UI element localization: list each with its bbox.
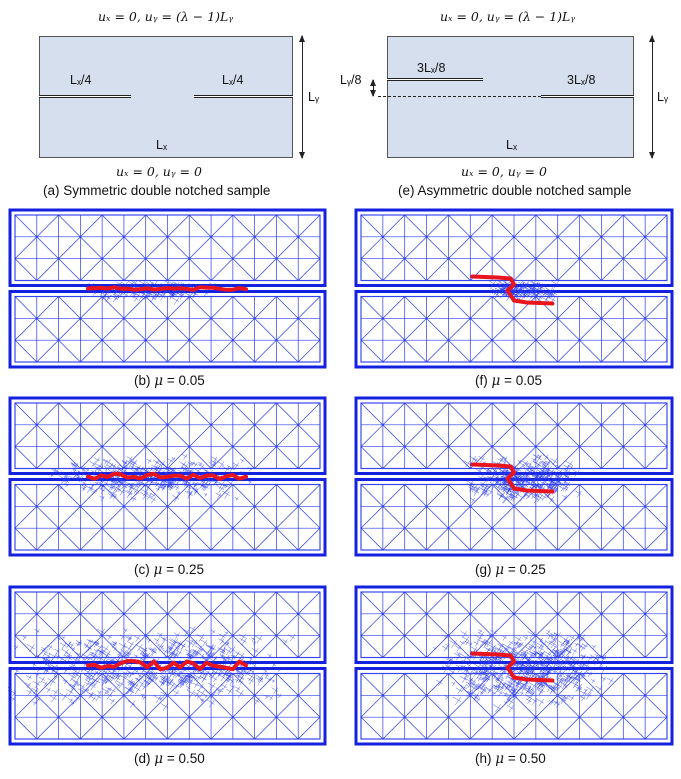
right-notch-label: Lₓ/4 [222, 73, 244, 87]
mu-value: = 0.25 [507, 562, 546, 577]
right-notch [194, 95, 293, 98]
mu-symbol: μ [495, 562, 505, 578]
mu-value: = 0.05 [166, 373, 205, 388]
bottom-boundary-condition: uₓ = 0, uᵧ = 0 [461, 164, 547, 179]
mesh-panel-f [354, 208, 674, 369]
caption-g: (g) μ = 0.25 [475, 562, 546, 578]
caption-a: (a) Symmetric double notched sample [43, 183, 271, 198]
caption-prefix: (h) [475, 751, 492, 766]
right-notch-label: 3Lₓ/8 [567, 73, 596, 87]
height-dimension-arrow [299, 35, 305, 159]
lower-mesh-block [8, 667, 327, 746]
mu-value: = 0.50 [507, 751, 546, 766]
crack-path [86, 659, 248, 672]
width-label: Lₓ [156, 138, 168, 152]
upper-mesh-block [8, 585, 327, 664]
upper-mesh-block [354, 396, 674, 475]
mesh-panel-d [8, 585, 327, 746]
caption-c: (c) μ = 0.25 [134, 562, 204, 578]
crack-path [86, 471, 248, 481]
crack-path [470, 274, 555, 306]
top-boundary-condition: uₓ = 0, uᵧ = (λ − 1)Lᵧ [98, 9, 234, 24]
crack-path [470, 651, 555, 683]
refinement-zone [49, 453, 253, 504]
caption-e: (e) Asymmetric double notched sample [398, 183, 632, 198]
caption-prefix: (c) [134, 562, 150, 577]
height-label: Lᵧ [657, 90, 668, 104]
caption-h: (h) μ = 0.50 [475, 751, 546, 767]
caption-prefix: (g) [475, 562, 492, 577]
upper-mesh-block [354, 585, 674, 664]
lower-mesh-block [8, 290, 327, 369]
top-boundary-condition: uₓ = 0, uᵧ = (λ − 1)Lᵧ [440, 9, 576, 24]
mesh-panel-h [354, 585, 674, 746]
mu-value: = 0.50 [166, 751, 205, 766]
height-dimension-arrow [649, 35, 655, 159]
caption-b: (b) μ = 0.05 [134, 373, 205, 389]
bottom-boundary-condition: uₓ = 0, uᵧ = 0 [116, 164, 202, 179]
upper-mesh-block [8, 208, 327, 287]
width-label: Lₓ [506, 138, 518, 152]
crack-path [470, 462, 555, 494]
upper-mesh-block [354, 208, 674, 287]
offset-dimension-arrow [370, 79, 376, 97]
caption-prefix: (d) [134, 751, 151, 766]
left-notch [39, 95, 131, 98]
upper-mesh-block [8, 396, 327, 475]
refinement-zone [432, 629, 614, 713]
mu-symbol: μ [153, 562, 163, 578]
mesh-panel-c [8, 396, 327, 557]
mu-symbol: μ [154, 751, 164, 767]
offset-label: Lᵧ/8 [340, 73, 362, 87]
caption-prefix: (f) [475, 373, 488, 388]
left-notch-label: Lₓ/4 [70, 73, 92, 87]
height-label: Lᵧ [308, 90, 319, 104]
notch-offset-guide-line [378, 96, 541, 97]
mesh-panel-g [354, 396, 674, 557]
mu-symbol: μ [495, 751, 505, 767]
left-notch-label: 3Lₓ/8 [417, 61, 446, 75]
lower-mesh-block [354, 290, 674, 369]
crack-path [86, 285, 248, 292]
mu-value: = 0.05 [504, 373, 542, 388]
right-notch [541, 95, 634, 98]
caption-prefix: (b) [134, 373, 151, 388]
caption-d: (d) μ = 0.50 [134, 751, 205, 767]
mesh-panel-b [8, 208, 327, 369]
lower-mesh-block [8, 478, 327, 557]
caption-f: (f) μ = 0.05 [475, 373, 542, 389]
mu-symbol: μ [154, 373, 164, 389]
mu-value: = 0.25 [166, 562, 204, 577]
left-notch [387, 78, 483, 81]
mu-symbol: μ [491, 373, 501, 389]
